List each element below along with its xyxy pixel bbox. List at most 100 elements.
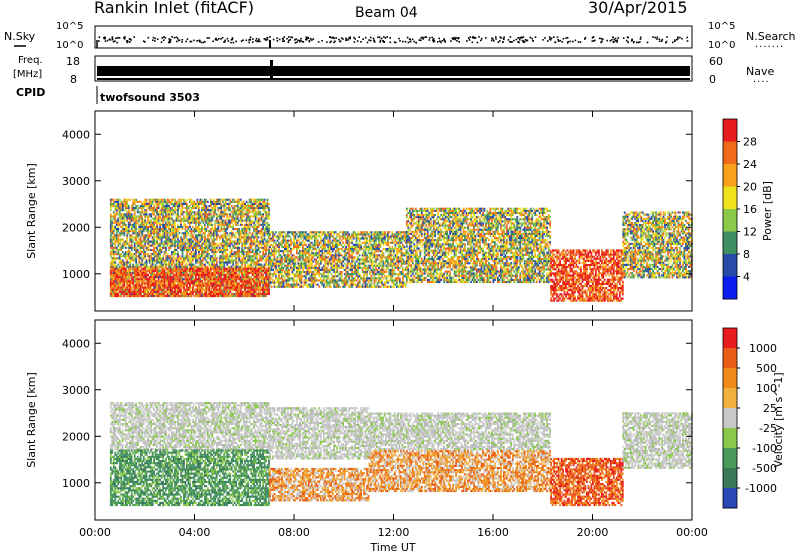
rti-cell — [154, 244, 157, 247]
rti-cell — [114, 221, 117, 224]
rti-cell — [138, 282, 141, 285]
rti-cell — [118, 282, 121, 285]
rti-cell — [266, 242, 269, 245]
rti-cell — [139, 217, 142, 220]
nsky-point — [206, 37, 209, 39]
rti-cell — [229, 209, 232, 212]
rti-cell — [139, 225, 142, 228]
rti-cell — [123, 263, 126, 266]
rti-cell — [141, 284, 144, 287]
rti-cell — [174, 234, 176, 237]
rti-cell — [226, 223, 229, 226]
rti-cell — [218, 236, 221, 239]
rti-cell — [138, 261, 141, 264]
rti-cell — [172, 238, 175, 241]
rti-cell — [159, 217, 161, 220]
rti-cell — [111, 251, 114, 254]
rti-cell — [165, 290, 167, 293]
nsky-point — [591, 40, 594, 42]
rti-cell — [157, 211, 160, 214]
rti-cell — [124, 278, 127, 281]
rti-cell — [163, 261, 166, 264]
rti-cell — [168, 295, 170, 298]
nsky-point — [631, 38, 633, 41]
rti-cell — [151, 259, 154, 262]
rti-cell — [193, 213, 196, 216]
nsky-point — [382, 40, 384, 42]
rti-cell — [160, 259, 163, 262]
nsky-point — [302, 41, 305, 43]
rti-cell — [126, 217, 129, 220]
rti-cell — [212, 261, 215, 264]
nsky-point — [389, 37, 391, 39]
rti-cell — [221, 257, 224, 260]
rti-cell — [193, 290, 196, 293]
rti-cell — [268, 213, 270, 216]
rti-cell — [206, 240, 209, 243]
rti-cell — [183, 221, 185, 224]
rti-cell — [115, 198, 118, 201]
rti-cell — [212, 257, 215, 260]
rti-cell — [212, 215, 215, 218]
rti-cell — [154, 211, 157, 214]
rti-cell — [177, 234, 179, 237]
rti-cell — [224, 269, 227, 272]
rti-cell — [120, 215, 123, 218]
rti-cell — [183, 271, 185, 274]
rti-cell — [196, 211, 199, 214]
rti-cell — [118, 246, 121, 249]
rti-cell — [157, 207, 160, 210]
rti-cell — [220, 213, 223, 216]
rti-cell — [165, 274, 167, 277]
rti-cell — [151, 225, 154, 228]
rti-cell — [224, 223, 227, 226]
rti-cell — [133, 198, 136, 201]
nsky-point — [276, 37, 278, 39]
nsky-point — [301, 40, 304, 43]
rti-cell — [145, 271, 148, 274]
rti-cell — [195, 219, 197, 222]
rti-cell — [118, 217, 121, 220]
rti-cell — [129, 211, 132, 214]
rti-cell — [208, 234, 211, 237]
nsky-point — [124, 36, 126, 38]
rti-cell — [187, 217, 190, 220]
rti-cell — [147, 215, 149, 218]
rti-cell — [157, 259, 160, 262]
rti-cell — [177, 292, 179, 295]
rti-cell — [157, 282, 160, 285]
rti-cell — [136, 221, 139, 224]
rti-cell — [154, 221, 157, 224]
rti-cell — [206, 286, 209, 289]
rti-cell — [145, 234, 148, 237]
rti-cell — [221, 221, 224, 224]
rti-cell — [160, 223, 163, 226]
rti-cell — [218, 251, 221, 254]
rti-cell — [206, 255, 209, 258]
nsky-point — [600, 41, 602, 44]
rti-cell — [189, 278, 191, 281]
nsky-point — [245, 39, 248, 42]
rti-cell — [115, 221, 118, 224]
rti-cell — [139, 261, 142, 264]
rti-cell — [115, 267, 118, 270]
rti-cell — [171, 230, 173, 233]
rti-cell — [187, 257, 190, 260]
rti-cell — [195, 221, 197, 224]
nsky-point — [502, 41, 504, 43]
rti-cell — [139, 230, 142, 233]
rti-cell — [226, 238, 229, 241]
rti-cell — [204, 213, 206, 216]
freq-unit: [MHz] — [13, 69, 42, 80]
nsky-point — [502, 37, 505, 40]
rti-cell — [124, 246, 127, 249]
rti-cell — [184, 255, 187, 258]
rti-cell — [190, 217, 193, 220]
rti-cell — [175, 236, 178, 239]
rti-cell — [220, 292, 223, 295]
rti-cell — [132, 269, 135, 272]
rti-cell — [153, 248, 155, 251]
rti-cell — [153, 221, 155, 224]
rti-cell — [151, 223, 154, 226]
rti-cell — [215, 242, 218, 245]
